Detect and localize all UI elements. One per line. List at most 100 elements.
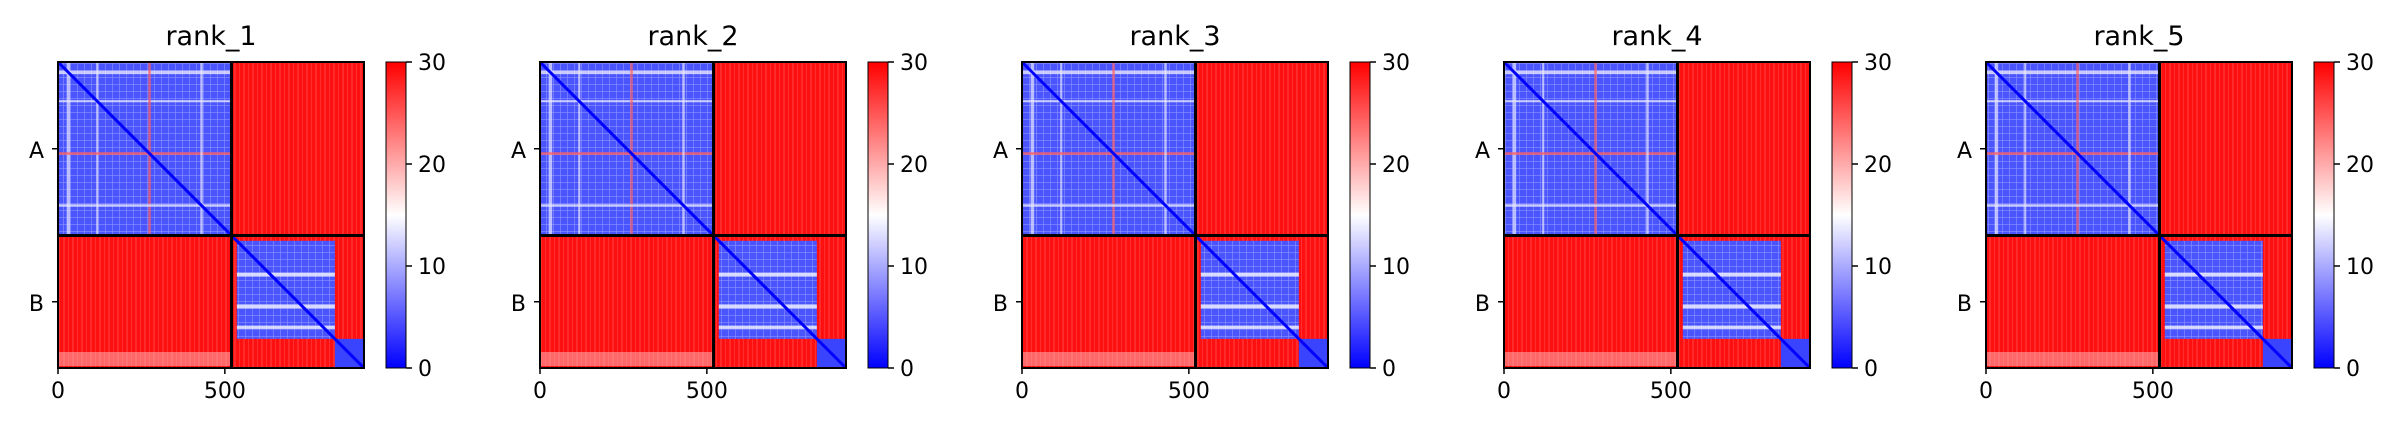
colorbar-tick-label: 10 (1382, 255, 1410, 280)
y-tick-label: B (993, 292, 1008, 317)
axes-frame (539, 61, 847, 369)
x-tick-label: 0 (1979, 379, 1993, 404)
y-tick-label: B (1475, 292, 1490, 317)
band (1200, 325, 1299, 329)
colorbar-tick-label: 30 (2346, 51, 2374, 76)
band (540, 352, 714, 366)
band (1986, 352, 2160, 366)
band (682, 62, 685, 236)
band (1542, 62, 1545, 236)
y-tick-label: B (29, 292, 44, 317)
colorbar-gradient (867, 61, 889, 369)
band (58, 152, 232, 155)
band (1504, 204, 1678, 207)
band (1504, 100, 1678, 103)
y-tick-label: A (1957, 139, 1972, 164)
band (1512, 62, 1517, 236)
y-tick-label: B (1957, 292, 1972, 317)
band (1112, 62, 1115, 236)
band (200, 62, 203, 236)
band (1986, 204, 2160, 207)
axes-frame (1021, 61, 1329, 369)
panel-title: rank_1 (165, 21, 256, 52)
colorbar-tick-label: 20 (1382, 153, 1410, 178)
x-tick-label: 500 (686, 379, 728, 404)
colorbar-tick-label: 10 (1864, 255, 1892, 280)
x-tick-label: 0 (1497, 379, 1511, 404)
y-tick-label: A (1475, 139, 1490, 164)
diagonal (1020, 60, 1330, 370)
colorbar-tick-label: 0 (418, 357, 432, 382)
diagonal (538, 60, 848, 370)
colorbar-gradient (1349, 61, 1371, 369)
colorbar: 0 10 20 30 (1831, 51, 1892, 382)
colorbar-tick-label: 0 (1382, 357, 1396, 382)
panel-title: rank_5 (2093, 21, 2184, 52)
colorbar-tick-label: 20 (2346, 153, 2374, 178)
band (1994, 62, 1999, 236)
band (2024, 62, 2027, 236)
band (718, 325, 817, 329)
band (1022, 70, 1196, 75)
diagonal (1984, 60, 2294, 370)
colorbar-tick-label: 0 (1864, 357, 1878, 382)
colorbar-tick-label: 30 (1382, 51, 1410, 76)
colorbar: 0 10 20 30 (867, 51, 928, 382)
band (2076, 62, 2079, 236)
band (1022, 152, 1196, 155)
band (718, 272, 817, 277)
band (58, 352, 232, 366)
heatmap (56, 60, 366, 370)
colorbar-tick-label: 10 (418, 255, 446, 280)
heatmap-panel-3: rank_3 A B 0 500 0 10 20 30 (993, 21, 1410, 404)
band (1060, 62, 1063, 236)
band (540, 152, 714, 155)
colorbar-tick-label: 0 (900, 357, 914, 382)
band (630, 62, 633, 236)
band (1682, 304, 1781, 309)
band (1504, 352, 1678, 366)
colorbar-tick-label: 20 (1864, 153, 1892, 178)
band (1986, 152, 2160, 155)
band (148, 62, 151, 236)
colorbar-tick-label: 10 (900, 255, 928, 280)
panel-title: rank_3 (1129, 21, 1220, 52)
band (718, 304, 817, 309)
x-tick-label: 500 (1650, 379, 1692, 404)
band (1200, 272, 1299, 277)
colorbar: 0 10 20 30 (2313, 51, 2374, 382)
band (578, 62, 581, 236)
heatmap-panel-5: rank_5 A B 0 500 0 10 20 30 (1957, 21, 2374, 404)
band (1022, 100, 1196, 103)
x-tick-label: 0 (1015, 379, 1029, 404)
heatmap (1502, 60, 1812, 370)
colorbar: 0 10 20 30 (385, 51, 446, 382)
band (1164, 62, 1167, 236)
band (1646, 62, 1649, 236)
band (66, 62, 71, 236)
band (236, 304, 335, 309)
band (236, 272, 335, 277)
band (1682, 325, 1781, 329)
x-tick-label: 500 (204, 379, 246, 404)
axes-frame (1503, 61, 1811, 369)
band (1986, 70, 2160, 75)
band (1504, 70, 1678, 75)
band (1986, 100, 2160, 103)
colorbar-tick-label: 10 (2346, 255, 2374, 280)
diagonal (56, 60, 366, 370)
band (236, 325, 335, 329)
x-tick-label: 500 (1168, 379, 1210, 404)
heatmap (1984, 60, 2294, 370)
band (1022, 352, 1196, 366)
band (58, 100, 232, 103)
band (1682, 272, 1781, 277)
colorbar-tick-label: 0 (2346, 357, 2360, 382)
x-tick-label: 0 (51, 379, 65, 404)
y-tick-label: B (511, 292, 526, 317)
axes-frame (57, 61, 365, 369)
y-tick-label: A (511, 139, 526, 164)
band (540, 204, 714, 207)
band (1030, 62, 1035, 236)
band (548, 62, 553, 236)
